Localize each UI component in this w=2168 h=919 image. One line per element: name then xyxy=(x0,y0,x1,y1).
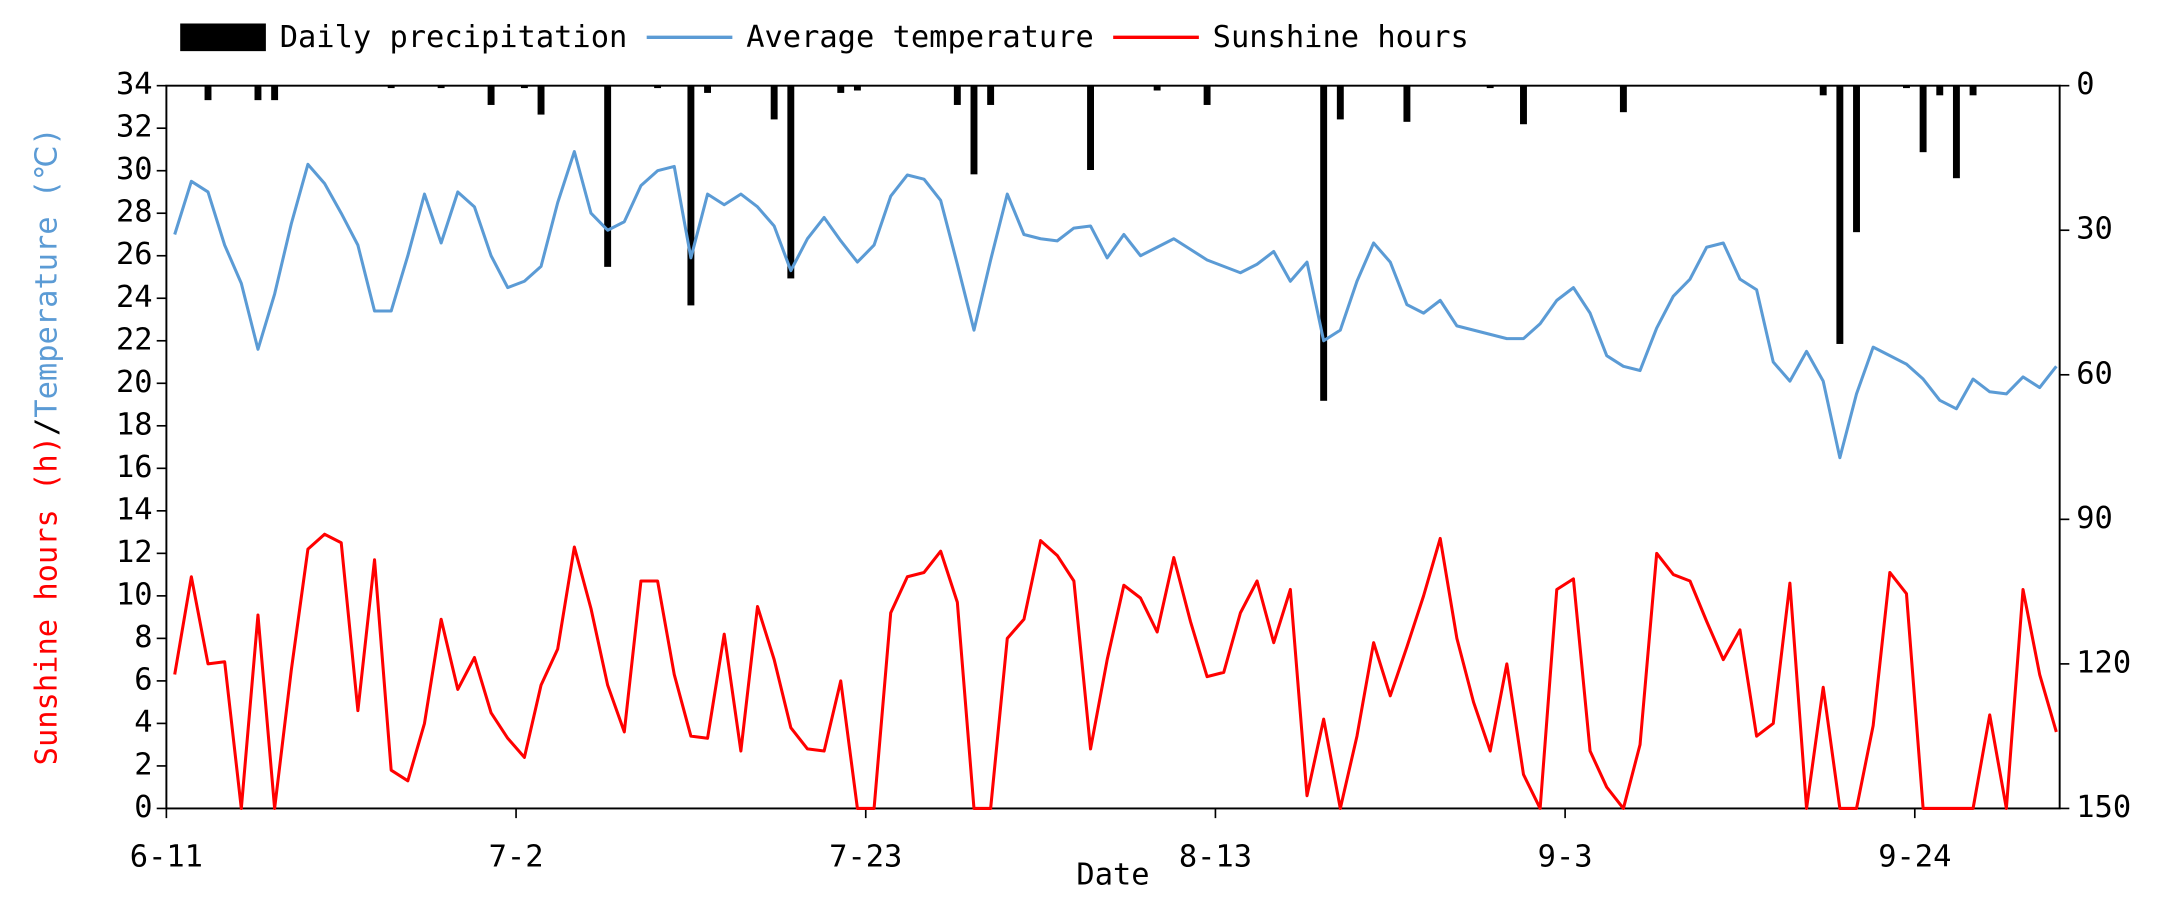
precip-bar xyxy=(437,85,445,89)
precip-bar xyxy=(787,85,795,279)
y-tick-label: 0 xyxy=(134,790,152,825)
y-tick-label: 6 xyxy=(134,662,152,697)
legend-swatch xyxy=(180,23,266,52)
precip-bar xyxy=(1520,85,1527,125)
precip-bar xyxy=(654,85,662,89)
y-tick-label: 12 xyxy=(116,535,153,570)
precip-bar xyxy=(1853,85,1860,233)
y-tick-label: 20 xyxy=(116,365,153,400)
precip-bar xyxy=(1486,85,1494,89)
x-axis-label: Date xyxy=(1076,858,1149,893)
y-tick-label: 16 xyxy=(116,450,153,485)
y-tick-label: 14 xyxy=(116,492,153,527)
y-tick-label: 32 xyxy=(116,110,153,145)
series-line xyxy=(173,532,2058,810)
precip-bar xyxy=(520,85,528,89)
y2-tick-label: 60 xyxy=(2076,356,2113,391)
precip-bar xyxy=(604,85,612,267)
y-axis-label: Sunshine hours (h)/Temperature (℃) xyxy=(29,127,64,765)
precip-bar xyxy=(1336,85,1344,120)
y-tick-label: 4 xyxy=(134,705,152,740)
precip-bar xyxy=(953,85,961,105)
y-label-part: / xyxy=(29,418,64,436)
legend-label: Sunshine hours xyxy=(1213,20,1469,55)
y-tick-label: 22 xyxy=(116,322,153,357)
y-tick-label: 26 xyxy=(116,237,153,272)
precip-bar xyxy=(770,85,778,120)
y2-tick-label: 0 xyxy=(2076,67,2094,102)
x-tick-label: 9-24 xyxy=(1878,840,1951,875)
precip-bar xyxy=(987,85,995,105)
precip-bar xyxy=(1903,85,1910,89)
y-tick-label: 30 xyxy=(116,152,153,187)
y-tick-label: 2 xyxy=(134,747,152,782)
precip-bar xyxy=(537,85,545,115)
plot-frame xyxy=(165,84,2061,810)
y-label-part: Sunshine hours (h) xyxy=(29,436,64,765)
x-tick-label: 7-23 xyxy=(829,840,902,875)
y-tick-label: 28 xyxy=(116,195,153,230)
y2-tick-label: 150 xyxy=(2076,790,2131,825)
legend-label: Daily precipitation xyxy=(280,20,628,55)
precip-bar xyxy=(1403,85,1411,122)
x-tick-label: 9-3 xyxy=(1538,840,1593,875)
x-tick-label: 7-2 xyxy=(489,840,544,875)
precip-bar xyxy=(1203,85,1211,105)
precip-bar xyxy=(1836,85,1844,344)
precip-bar xyxy=(387,85,395,89)
precip-bar xyxy=(704,85,712,93)
y-tick-label: 24 xyxy=(116,280,153,315)
precip-bar xyxy=(1952,85,1960,179)
precip-bar xyxy=(1320,85,1328,401)
precip-bar xyxy=(687,85,695,306)
precip-bar xyxy=(1919,85,1927,153)
precip-bar xyxy=(254,85,262,101)
y2-tick-label: 120 xyxy=(2076,645,2131,680)
series-line xyxy=(173,150,2058,460)
x-tick-label: 8-13 xyxy=(1179,840,1252,875)
precip-bar xyxy=(1969,85,1977,96)
precip-bar xyxy=(271,85,279,101)
precip-bar xyxy=(1087,85,1094,171)
legend-label: Average temperature xyxy=(746,20,1094,55)
y-tick-label: 34 xyxy=(116,67,153,102)
precip-bar xyxy=(1936,85,1944,96)
y-label-part: Temperature (℃) xyxy=(29,127,64,417)
precip-bar xyxy=(837,85,845,93)
y2-tick-label: 30 xyxy=(2076,212,2113,247)
precip-bar xyxy=(1619,85,1627,113)
precip-bar xyxy=(204,85,212,101)
y-tick-label: 18 xyxy=(116,407,153,442)
y2-tick-label: 90 xyxy=(2076,501,2113,536)
y-tick-label: 10 xyxy=(116,577,153,612)
x-tick-label: 6-11 xyxy=(130,840,203,875)
precip-bar xyxy=(487,85,495,105)
precip-bar xyxy=(853,85,861,91)
precip-bar xyxy=(970,85,978,175)
precip-bar xyxy=(1153,85,1161,91)
precip-bar xyxy=(1819,85,1827,96)
y-tick-label: 8 xyxy=(134,620,152,655)
